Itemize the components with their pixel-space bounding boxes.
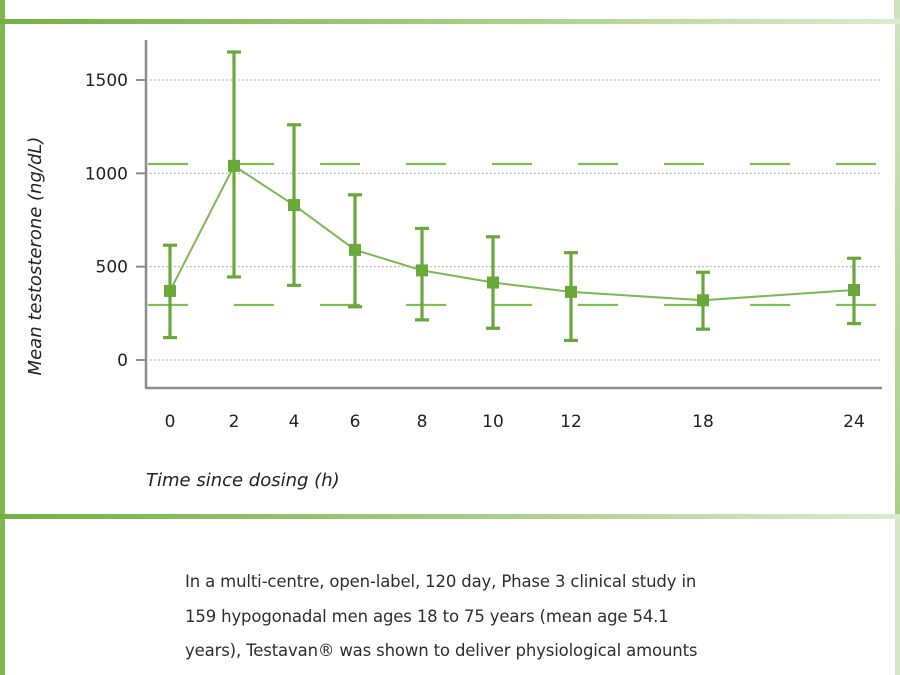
top-left-border: [0, 0, 5, 24]
description-line: 159 hypogonadal men ages 18 to 75 years …: [185, 606, 669, 626]
x-tick-labels: 0 2 4 6 8 10 12 18 24: [165, 412, 865, 432]
y-tick-label: 500: [96, 258, 128, 278]
x-tick-label: 12: [560, 412, 582, 432]
data-point: [487, 276, 499, 289]
panel-separator: [0, 514, 900, 519]
x-tick-label: 10: [482, 412, 504, 432]
x-axis-label: Time since dosing (h): [146, 470, 340, 491]
text-left-border: [0, 519, 5, 675]
series-line: [169, 164, 855, 302]
description-line: In a multi-centre, open-label, 120 day, …: [185, 572, 697, 591]
data-point: [697, 294, 709, 307]
grid-lines: [146, 79, 882, 361]
data-point: [416, 264, 428, 277]
x-tick-label: 4: [289, 412, 300, 432]
x-tick-label: 0: [165, 412, 176, 432]
chart-right-border: [895, 24, 900, 515]
data-point: [848, 284, 860, 296]
axes: [136, 40, 882, 390]
data-point: [349, 243, 361, 256]
reference-lines: [148, 162, 884, 307]
series-path: [169, 164, 855, 302]
x-tick-label: 24: [843, 412, 865, 432]
x-tick-label: 6: [350, 412, 361, 432]
top-right-border: [894, 0, 900, 24]
text-right-border: [895, 519, 900, 675]
x-tick-label: 2: [229, 412, 240, 432]
x-tick-label: 8: [417, 412, 428, 432]
y-axis-label: Mean testosterone (ng/dL): [25, 137, 46, 376]
data-point: [164, 284, 176, 297]
y-tick-label: 1500: [85, 71, 128, 91]
y-tick-label: 0: [117, 351, 128, 371]
chart-panel: 0 500 1000 1500 0 2 4 6 8 10 12 18 24 Mean testoste…: [0, 24, 900, 515]
description-line: years), Testavan® was shown to deliver p…: [185, 641, 698, 660]
y-tick-labels: 0 500 1000 1500: [85, 71, 128, 371]
data-point: [288, 199, 300, 212]
top-panel-border: [0, 0, 900, 24]
y-tick-label: 1000: [85, 164, 128, 184]
data-markers: [164, 159, 860, 307]
x-tick-label: 18: [692, 412, 714, 432]
data-point: [228, 159, 240, 172]
top-bottom-border: [0, 19, 900, 24]
text-panel: In a multi-centre, open-label, 120 day, …: [0, 519, 900, 675]
data-point: [565, 285, 577, 298]
study-description: In a multi-centre, open-label, 120 day, …: [185, 565, 745, 669]
chart-left-border: [0, 24, 5, 515]
